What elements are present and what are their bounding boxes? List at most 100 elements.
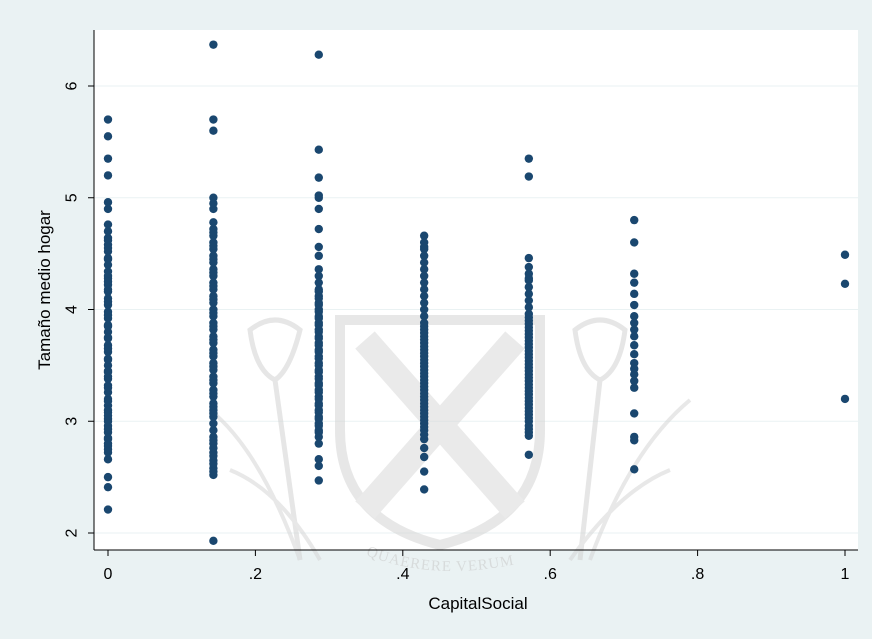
data-point	[314, 300, 323, 310]
data-point	[209, 115, 218, 124]
data-point	[419, 355, 429, 364]
data-point	[630, 238, 639, 247]
data-point	[103, 344, 113, 353]
data-point	[103, 366, 113, 376]
data-point	[314, 307, 323, 316]
data-point	[419, 342, 429, 351]
data-point	[209, 451, 218, 461]
data-point	[630, 318, 639, 328]
data-point	[209, 467, 218, 476]
data-point	[209, 348, 218, 358]
data-point	[419, 305, 429, 314]
data-point	[630, 300, 639, 310]
data-point	[314, 354, 323, 363]
data-point	[524, 289, 534, 299]
data-point	[314, 320, 323, 330]
data-point	[419, 430, 429, 439]
data-point	[209, 241, 218, 251]
data-point	[524, 319, 534, 329]
data-point	[209, 228, 218, 237]
data-point	[630, 409, 639, 418]
data-point	[419, 348, 429, 358]
data-point	[419, 375, 429, 385]
data-point	[209, 322, 218, 331]
data-point	[209, 436, 218, 445]
data-point	[103, 322, 113, 331]
data-point	[103, 277, 113, 286]
data-point	[524, 380, 534, 389]
data-point	[103, 115, 113, 124]
x-tick-label: .2	[249, 566, 262, 583]
data-point	[630, 289, 639, 299]
data-point	[419, 402, 429, 411]
data-point	[419, 312, 429, 321]
data-point	[314, 374, 323, 383]
data-point	[209, 375, 218, 385]
data-point	[419, 368, 429, 378]
data-point	[209, 443, 218, 453]
data-point	[524, 274, 534, 283]
data-point	[103, 297, 113, 306]
y-tick-label: 2	[64, 528, 81, 537]
data-point	[524, 172, 534, 181]
data-point	[209, 409, 218, 418]
data-point	[103, 482, 113, 492]
data-point	[630, 432, 639, 442]
data-point	[103, 132, 113, 141]
data-point	[103, 383, 113, 392]
data-point	[209, 281, 218, 291]
data-point	[209, 218, 218, 227]
seal-leaves-left	[208, 408, 322, 561]
data-point	[630, 376, 639, 386]
seal-leaves-right	[568, 398, 692, 562]
data-point	[103, 396, 113, 406]
data-point	[630, 341, 639, 350]
data-point	[314, 428, 323, 437]
data-point	[314, 387, 323, 397]
data-point	[524, 339, 534, 349]
data-point	[314, 173, 323, 182]
y-tick-label: 3	[64, 417, 81, 426]
data-point	[314, 341, 323, 350]
data-point	[209, 459, 218, 468]
data-point	[524, 373, 534, 382]
data-point	[419, 389, 429, 398]
data-point	[419, 415, 429, 425]
data-point	[630, 383, 639, 392]
data-point	[419, 231, 429, 240]
data-point	[524, 406, 534, 416]
data-point	[314, 361, 323, 370]
data-point	[524, 253, 534, 263]
data-point	[419, 271, 429, 281]
data-point	[209, 255, 218, 264]
data-point	[524, 366, 534, 376]
data-point	[524, 400, 534, 409]
data-point	[840, 250, 850, 259]
data-point	[419, 395, 429, 405]
data-point	[524, 393, 534, 402]
y-tick-label: 4	[64, 305, 81, 314]
data-point	[209, 419, 218, 428]
data-point	[419, 285, 429, 294]
data-point	[840, 394, 850, 404]
data-point	[103, 285, 113, 294]
data-point	[524, 450, 534, 459]
data-point	[103, 355, 113, 364]
data-point	[419, 278, 429, 287]
data-point	[209, 335, 218, 344]
data-point	[840, 279, 850, 288]
data-point	[314, 476, 323, 485]
data-point	[209, 362, 218, 371]
data-points	[103, 40, 850, 546]
data-point	[103, 505, 113, 514]
x-axis-title: CapitalSocial	[428, 594, 527, 613]
data-point	[314, 401, 323, 410]
data-point	[419, 443, 429, 453]
data-point	[103, 333, 113, 342]
data-point	[103, 171, 113, 180]
data-point	[419, 335, 429, 344]
data-point	[524, 421, 534, 430]
data-point	[314, 455, 323, 464]
data-point	[314, 439, 323, 448]
data-point	[209, 402, 218, 411]
